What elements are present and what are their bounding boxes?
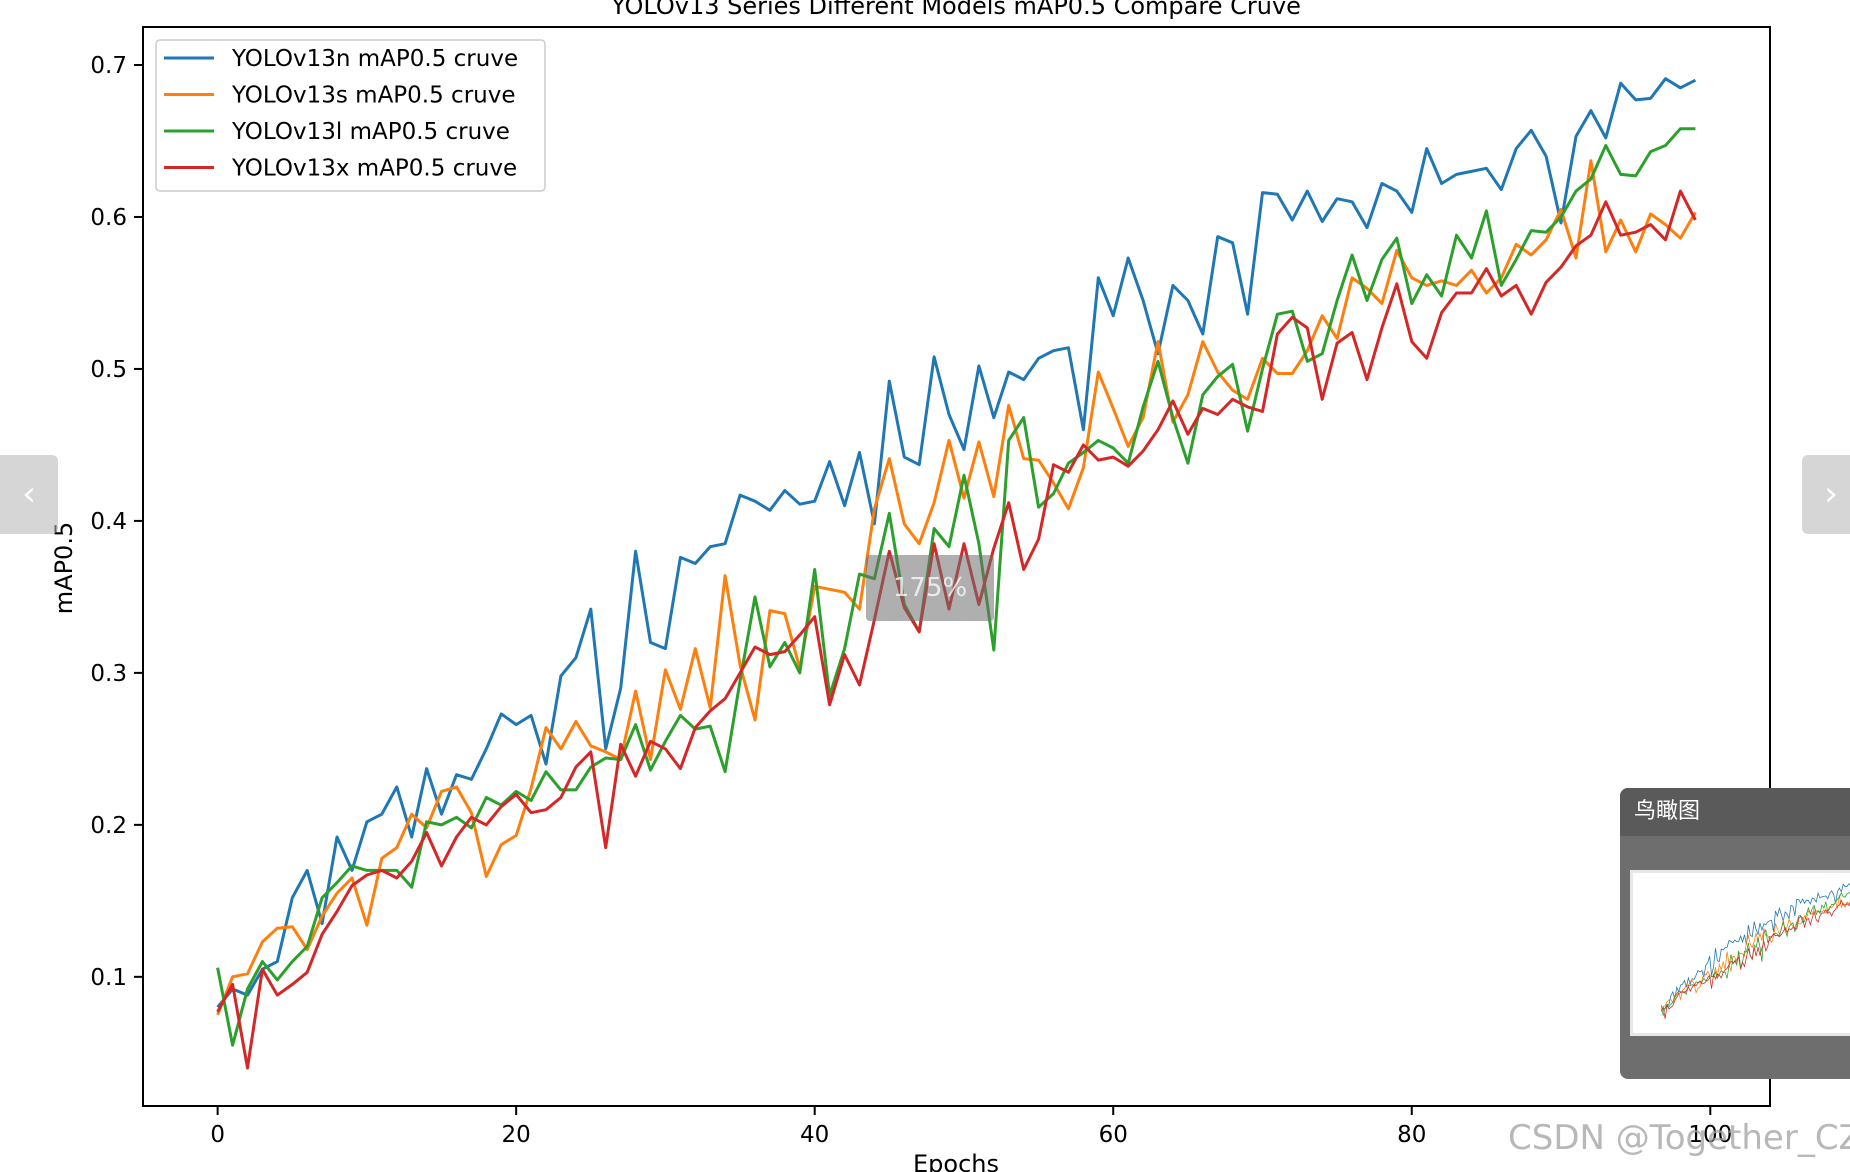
birdseye-thumbnail[interactable] bbox=[1630, 870, 1850, 1036]
watermark: CSDN @Together_CZ bbox=[1508, 1118, 1850, 1158]
legend-label: YOLOv13s mAP0.5 cruve bbox=[231, 83, 516, 109]
series-line-1 bbox=[216, 77, 1697, 1009]
birdseye-title: 鸟瞰图 bbox=[1620, 788, 1850, 836]
next-image-button[interactable]: › bbox=[1802, 455, 1850, 534]
x-tick-label: 100 bbox=[1688, 1122, 1732, 1148]
y-tick-label: 0.2 bbox=[90, 813, 127, 839]
y-axis-label: mAP0.5 bbox=[50, 522, 78, 614]
chevron-left-icon: ‹ bbox=[22, 474, 36, 514]
thumbnail-series-line-2 bbox=[1660, 894, 1850, 1012]
plot-area-frame bbox=[142, 26, 1771, 1107]
thumbnail-series-line-1 bbox=[1660, 883, 1850, 1011]
legend: YOLOv13n mAP0.5 cruve YOLOv13s mAP0.5 cru… bbox=[155, 39, 546, 192]
x-tick-label: 80 bbox=[1397, 1122, 1426, 1148]
x-tick-label: 20 bbox=[502, 1122, 531, 1148]
legend-label: YOLOv13x mAP0.5 cruve bbox=[231, 156, 517, 182]
series-line-3 bbox=[216, 127, 1696, 1047]
y-tick-label: 0.5 bbox=[90, 357, 127, 383]
legend-label: YOLOv13l mAP0.5 cruve bbox=[231, 119, 510, 145]
previous-image-button[interactable]: ‹ bbox=[0, 455, 58, 534]
series-line-4 bbox=[216, 189, 1697, 1070]
y-tick-label: 0.7 bbox=[90, 53, 127, 79]
x-tick-label: 0 bbox=[210, 1122, 225, 1148]
y-tick-label: 0.6 bbox=[90, 205, 127, 231]
chevron-right-icon: › bbox=[1824, 474, 1838, 514]
legend-label: YOLOv13n mAP0.5 cruve bbox=[231, 46, 518, 72]
y-tick-label: 0.1 bbox=[90, 965, 127, 991]
axes-layer: 0 20 40 60 80 100 0.1 0.2 0.3 0.4 0.5 0.6 0.7 bbox=[90, 53, 1732, 1148]
thumbnail-chart bbox=[1660, 883, 1850, 1019]
birdseye-panel[interactable]: 鸟瞰图 bbox=[1620, 788, 1850, 1079]
y-tick-label: 0.3 bbox=[90, 661, 127, 687]
y-tick-label: 0.4 bbox=[90, 509, 127, 535]
x-tick-label: 40 bbox=[800, 1122, 829, 1148]
x-axis-label: Epochs bbox=[913, 1150, 999, 1172]
thumbnail-series-line-4 bbox=[1660, 899, 1850, 1019]
x-tick-label: 60 bbox=[1099, 1122, 1128, 1148]
legend-box bbox=[155, 39, 546, 192]
zoom-level-indicator: 175% bbox=[866, 555, 994, 621]
chart-title: YOLOv13 Series Different Models mAP0.5 C… bbox=[610, 0, 1301, 20]
series-line-2 bbox=[216, 159, 1697, 1016]
